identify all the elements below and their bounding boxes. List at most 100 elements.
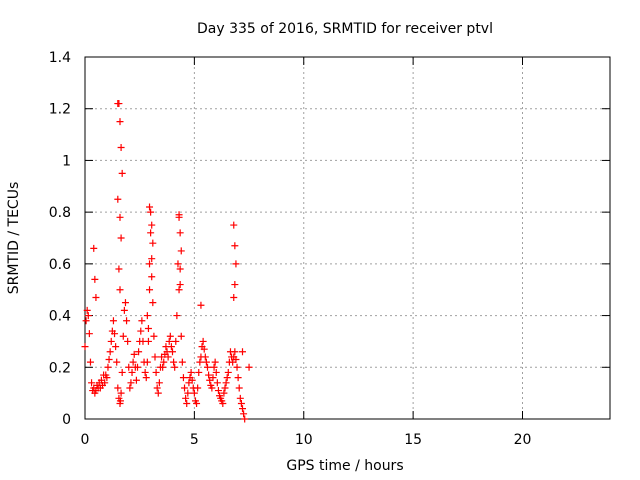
y-tick-label: 0.6 [49, 257, 71, 273]
data-point [151, 353, 159, 361]
data-point [132, 376, 140, 384]
data-point [107, 337, 115, 345]
data-point [231, 348, 239, 356]
data-point [214, 387, 222, 395]
data-point [115, 100, 123, 108]
chart-title: Day 335 of 2016, SRMTID for receiver ptv… [197, 21, 493, 37]
data-point [137, 327, 145, 335]
data-point [117, 234, 125, 242]
data-point [146, 203, 154, 211]
data-point [187, 368, 195, 376]
data-point [223, 374, 231, 382]
data-point [118, 169, 126, 177]
data-point [115, 265, 123, 273]
data-point [143, 312, 151, 320]
data-point [164, 353, 172, 361]
data-point [171, 363, 179, 371]
x-tick-label: 10 [295, 432, 313, 448]
data-point [101, 379, 109, 387]
data-point [116, 118, 124, 126]
data-point [116, 397, 124, 405]
data-point [170, 358, 178, 366]
data-point [144, 337, 152, 345]
data-point [126, 384, 134, 392]
data-point [84, 312, 92, 320]
data-point [178, 358, 186, 366]
data-point [138, 317, 146, 325]
data-point [169, 348, 176, 356]
data-point [121, 299, 129, 307]
data-point [152, 368, 160, 376]
data-point [120, 306, 128, 314]
data-point [146, 260, 154, 268]
data-point [86, 358, 94, 366]
y-tick-label: 0.8 [49, 205, 71, 221]
data-point [160, 358, 168, 366]
data-point [182, 394, 190, 402]
data-point [221, 384, 229, 392]
data-points [81, 100, 253, 423]
data-point [153, 384, 161, 392]
y-tick-label: 1.2 [49, 102, 71, 118]
data-point [148, 273, 156, 281]
data-point [232, 356, 240, 364]
data-point [234, 374, 242, 382]
data-point [105, 356, 113, 364]
data-point [148, 255, 156, 263]
data-point [193, 399, 201, 407]
data-point [149, 239, 157, 247]
data-point [150, 332, 158, 340]
data-point [184, 389, 192, 397]
data-point [174, 260, 182, 268]
data-point [112, 343, 120, 351]
data-point [127, 379, 135, 387]
data-point [143, 358, 151, 366]
data-point [113, 358, 121, 366]
data-point [179, 374, 187, 382]
data-point [154, 389, 162, 397]
data-point [230, 293, 238, 301]
y-tick-label: 1 [62, 153, 71, 169]
data-point [166, 332, 174, 340]
data-point [104, 363, 112, 371]
x-tick-label: 5 [190, 432, 199, 448]
data-point [123, 317, 131, 325]
data-point [88, 379, 96, 387]
data-point [124, 337, 132, 345]
data-point [245, 363, 253, 371]
axis-ticks: 0 5 10 15 20 0 0.2 0.4 0.6 0.8 1 1.2 1.4 [49, 50, 610, 448]
data-point [176, 281, 184, 289]
data-point [128, 368, 136, 376]
data-point [114, 384, 122, 392]
data-point [103, 374, 111, 382]
data-point [149, 299, 157, 307]
data-point [239, 405, 246, 413]
data-point [211, 358, 219, 366]
data-point [125, 363, 133, 371]
data-point [82, 317, 90, 325]
data-point [142, 374, 150, 382]
x-tick-label: 20 [514, 432, 532, 448]
data-point [92, 293, 100, 301]
data-point [90, 244, 98, 252]
data-point [106, 348, 114, 356]
x-axis-label: GPS time / hours [286, 458, 403, 474]
data-point [176, 265, 184, 273]
data-point [111, 330, 119, 338]
data-point [199, 337, 207, 345]
data-point [188, 376, 196, 384]
data-point [231, 242, 239, 250]
data-point [190, 389, 198, 397]
data-point [230, 221, 238, 229]
data-point [85, 330, 93, 338]
data-point [233, 363, 241, 371]
data-point [130, 350, 138, 358]
data-point [165, 337, 173, 345]
data-point [141, 368, 149, 376]
data-point [83, 306, 91, 314]
data-point [237, 399, 245, 407]
data-point [117, 389, 125, 397]
data-point [172, 337, 180, 345]
data-point [81, 343, 89, 351]
